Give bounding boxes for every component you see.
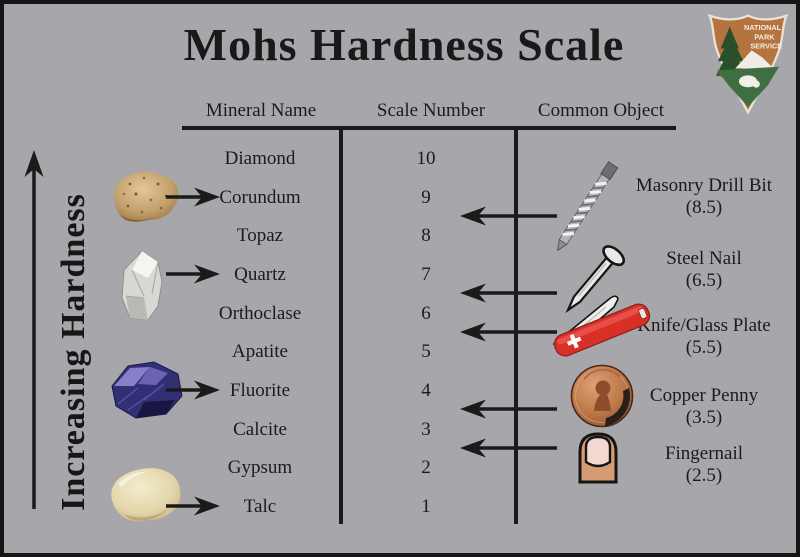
scale-number-9: 9 <box>421 187 431 208</box>
steel-nail-icon <box>565 245 626 314</box>
mineral-name-talc: Talc <box>243 496 277 517</box>
object-name: Masonry Drill Bit <box>635 175 773 196</box>
nps-logo-text-line1: NATIONAL <box>744 23 782 32</box>
object-label-masonry-drill-bit: Masonry Drill Bit (8.5) <box>624 175 784 219</box>
column-header-scale-number: Scale Number <box>376 100 486 121</box>
object-label-copper-penny: Copper Penny (3.5) <box>624 385 784 429</box>
copper-penny-icon <box>570 364 634 428</box>
scale-number-4: 4 <box>421 380 431 401</box>
object-label-knife-glass-plate: Knife/Glass Plate (5.5) <box>624 315 784 359</box>
header-underline <box>182 126 676 130</box>
mineral-name-topaz: Topaz <box>236 225 284 246</box>
fingernail-icon <box>578 432 618 484</box>
scale-number-10: 10 <box>416 148 436 169</box>
arrow-from-fingernail-2-5 <box>460 438 557 458</box>
talc-specimen-image <box>111 468 181 522</box>
mineral-name-apatite: Apatite <box>232 341 288 362</box>
page-title: Mohs Hardness Scale <box>183 19 625 70</box>
quartz-specimen-image <box>121 250 163 321</box>
scale-number-3: 3 <box>421 419 431 440</box>
mineral-name-calcite: Calcite <box>233 419 287 440</box>
mineral-name-orthoclase: Orthoclase <box>218 303 302 324</box>
nps-logo-text-line2: PARK <box>754 32 775 41</box>
mineral-name-quartz: Quartz <box>234 264 286 285</box>
object-name: Fingernail <box>664 443 744 464</box>
axis-label-increasing-hardness: Increasing Hardness <box>55 193 92 511</box>
masonry-drill-bit-icon <box>557 161 619 252</box>
scale-number-2: 2 <box>421 457 431 478</box>
arrow-from-drill-bit-8-5 <box>460 206 557 226</box>
column-divider-left <box>339 126 343 524</box>
pocket-knife-icon <box>552 295 651 357</box>
scale-number-5: 5 <box>421 341 431 362</box>
scale-number-7: 7 <box>421 264 431 285</box>
mineral-name-gypsum: Gypsum <box>227 457 293 478</box>
nps-logo-icon: NATIONAL PARK SERVICE <box>707 13 789 115</box>
column-divider-right <box>514 126 518 524</box>
mineral-name-corundum: Corundum <box>219 187 301 208</box>
object-value: (2.5) <box>685 465 723 486</box>
scale-number-6: 6 <box>421 303 431 324</box>
arrow-from-penny-3-5 <box>460 399 557 419</box>
object-value: (5.5) <box>685 337 723 358</box>
object-name: Steel Nail <box>666 248 742 269</box>
object-value: (3.5) <box>685 407 723 428</box>
nps-logo-text-line3: SERVICE <box>750 41 782 50</box>
object-value: (8.5) <box>685 197 723 218</box>
mineral-name-fluorite: Fluorite <box>229 380 291 401</box>
fluorite-specimen-image <box>111 361 183 419</box>
mineral-name-diamond: Diamond <box>224 148 296 169</box>
object-name: Copper Penny <box>649 385 759 406</box>
column-header-common-object: Common Object <box>537 100 665 121</box>
object-name: Knife/Glass Plate <box>637 315 771 336</box>
column-header-mineral-name: Mineral Name <box>205 100 317 121</box>
object-label-fingernail: Fingernail (2.5) <box>624 443 784 487</box>
scale-number-8: 8 <box>421 225 431 246</box>
object-value: (6.5) <box>685 270 723 291</box>
corundum-specimen-image <box>113 171 179 222</box>
scale-number-1: 1 <box>421 496 431 517</box>
object-label-steel-nail: Steel Nail (6.5) <box>624 248 784 292</box>
axis-arrowhead-up-icon <box>24 150 44 177</box>
